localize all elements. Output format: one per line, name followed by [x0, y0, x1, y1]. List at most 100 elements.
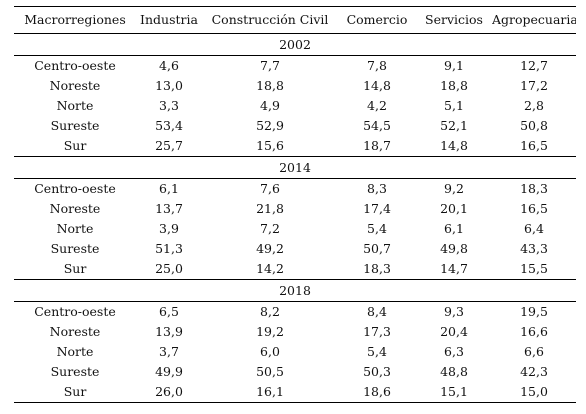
value-cell: 5,1: [444, 98, 464, 113]
column-header-agropecuaria: Agropecuaria: [492, 6, 576, 34]
region-cell: Norte: [56, 98, 94, 113]
column-header-industria: Industria: [136, 6, 202, 34]
value-cell: 18,8: [440, 78, 468, 93]
column-header-servicios: Servicios: [416, 6, 492, 34]
value-cell: 16,5: [492, 136, 576, 157]
value-cell: 3,3: [159, 98, 179, 113]
value-cell: 14,8: [416, 136, 492, 157]
column-header-comercio: Comercio: [338, 6, 416, 34]
table-row: Sureste 51,3 49,2 50,7 49,8 43,3: [14, 239, 576, 259]
table-row: Sureste 53,4 52,9 54,5 52,1 50,8: [14, 116, 576, 136]
year-label: 2014: [14, 156, 576, 179]
value-cell: 8,3: [367, 181, 387, 196]
region-cell: Sureste: [50, 364, 100, 379]
region-cell: Sur: [14, 136, 136, 157]
value-cell: 20,1: [440, 201, 468, 216]
year-row: 2018: [14, 279, 576, 302]
value-cell: 5,4: [367, 221, 387, 236]
table-row: Sureste 49,9 50,5 50,3 48,8 42,3: [14, 362, 576, 382]
value-cell: 15,1: [416, 382, 492, 403]
value-cell: 49,8: [440, 241, 468, 256]
region-cell: Noreste: [49, 324, 101, 339]
value-cell: 4,9: [260, 98, 280, 113]
value-cell: 7,7: [260, 58, 280, 73]
value-cell: 6,3: [444, 344, 464, 359]
value-cell: 26,0: [136, 382, 202, 403]
year-label: 2002: [14, 33, 576, 56]
value-cell: 43,3: [520, 241, 548, 256]
value-cell: 2,8: [524, 98, 544, 113]
value-cell: 16,1: [202, 382, 338, 403]
column-header-region: Macrorregiones: [14, 6, 136, 34]
value-cell: 7,8: [367, 58, 387, 73]
value-cell: 6,1: [444, 221, 464, 236]
value-cell: 25,0: [136, 259, 202, 280]
value-cell: 48,8: [440, 364, 468, 379]
table-row: Noreste 13,9 19,2 17,3 20,4 16,6: [14, 322, 576, 342]
table-row: Centro-oeste 6,1 7,6 8,3 9,2 18,3: [14, 179, 576, 200]
value-cell: 18,8: [256, 78, 284, 93]
value-cell: 16,6: [520, 324, 548, 339]
value-cell: 14,7: [416, 259, 492, 280]
header-row: Macrorregiones Industria Construcción Ci…: [14, 6, 576, 34]
region-cell: Noreste: [49, 201, 101, 216]
year-row: 2014: [14, 156, 576, 179]
table-row: Noreste 13,7 21,8 17,4 20,1 16,5: [14, 199, 576, 219]
value-cell: 5,4: [367, 344, 387, 359]
region-cell: Centro-oeste: [34, 304, 116, 319]
value-cell: 19,2: [256, 324, 284, 339]
region-cell: Sur: [14, 382, 136, 403]
year-label: 2018: [14, 279, 576, 302]
table-row: Norte 3,3 4,9 4,2 5,1 2,8: [14, 96, 576, 116]
value-cell: 53,4: [155, 118, 183, 133]
value-cell: 18,3: [520, 181, 548, 196]
column-header-construccion: Construcción Civil: [202, 6, 338, 34]
value-cell: 42,3: [520, 364, 548, 379]
table-row: Sur 25,7 15,6 18,7 14,8 16,5: [14, 136, 576, 157]
region-cell: Centro-oeste: [34, 181, 116, 196]
value-cell: 15,6: [202, 136, 338, 157]
value-cell: 21,8: [256, 201, 284, 216]
value-cell: 54,5: [363, 118, 391, 133]
value-cell: 50,5: [256, 364, 284, 379]
value-cell: 18,3: [338, 259, 416, 280]
value-cell: 14,8: [363, 78, 391, 93]
value-cell: 6,0: [260, 344, 280, 359]
value-cell: 14,2: [202, 259, 338, 280]
value-cell: 17,3: [363, 324, 391, 339]
value-cell: 9,3: [444, 304, 464, 319]
region-cell: Norte: [56, 221, 94, 236]
value-cell: 9,2: [444, 181, 464, 196]
value-cell: 17,4: [363, 201, 391, 216]
region-cell: Sur: [14, 259, 136, 280]
table-row: Centro-oeste 6,5 8,2 8,4 9,3 19,5: [14, 302, 576, 323]
value-cell: 8,2: [260, 304, 280, 319]
value-cell: 51,3: [155, 241, 183, 256]
value-cell: 50,7: [363, 241, 391, 256]
table-body: 2002 Centro-oeste 4,6 7,7 7,8 9,1 12,7 Noreste 1…: [14, 33, 576, 403]
value-cell: 19,5: [520, 304, 548, 319]
macroregion-table: Macrorregiones Industria Construcción Ci…: [14, 6, 576, 403]
value-cell: 3,9: [159, 221, 179, 236]
region-cell: Noreste: [49, 78, 101, 93]
value-cell: 7,2: [260, 221, 280, 236]
region-cell: Centro-oeste: [34, 58, 116, 73]
value-cell: 6,6: [524, 344, 544, 359]
value-cell: 4,2: [367, 98, 387, 113]
value-cell: 6,5: [159, 304, 179, 319]
region-cell: Sureste: [50, 118, 100, 133]
value-cell: 15,0: [492, 382, 576, 403]
value-cell: 13,9: [155, 324, 183, 339]
value-cell: 9,1: [444, 58, 464, 73]
value-cell: 8,4: [367, 304, 387, 319]
value-cell: 49,9: [155, 364, 183, 379]
value-cell: 6,1: [159, 181, 179, 196]
table-row: Sur 25,0 14,2 18,3 14,7 15,5: [14, 259, 576, 280]
region-cell: Sureste: [50, 241, 100, 256]
region-cell: Norte: [56, 344, 94, 359]
value-cell: 13,7: [155, 201, 183, 216]
value-cell: 18,7: [338, 136, 416, 157]
value-cell: 25,7: [136, 136, 202, 157]
table-row: Noreste 13,0 18,8 14,8 18,8 17,2: [14, 76, 576, 96]
